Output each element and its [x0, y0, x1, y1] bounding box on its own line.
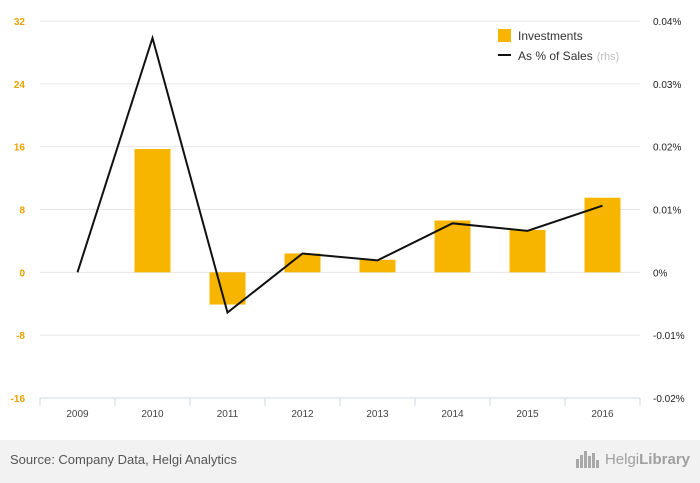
x-tick-label: 2016: [591, 409, 614, 420]
bar-2012: [284, 253, 321, 273]
y-tick-left: 16: [14, 143, 26, 154]
legend-rhs-note: (rhs): [597, 51, 620, 63]
bar-2011: [209, 272, 246, 305]
x-tick-label: 2009: [66, 409, 89, 420]
y-tick-left: 24: [14, 80, 26, 91]
city-skyline-icon: [575, 451, 599, 468]
sales-ratio-line: [76, 34, 603, 315]
bar-2014: [434, 220, 471, 273]
footer: Source: Company Data, Helgi Analytics He…: [0, 440, 700, 483]
y-tick-left: 0: [19, 268, 25, 279]
y-tick-right: -0.02%: [653, 394, 685, 405]
y-tick-left: -16: [11, 394, 26, 405]
legend-sales-ratio: As % of Sales (rhs): [518, 49, 619, 63]
y-tick-right: 0.03%: [653, 80, 681, 91]
brand-logo: HelgiLibrary: [575, 450, 690, 468]
y-tick-right: 0.02%: [653, 143, 681, 154]
brand-name: HelgiLibrary: [605, 451, 690, 468]
legend-sales-ratio-label: As % of Sales: [518, 49, 593, 63]
x-tick-label: 2014: [441, 409, 464, 420]
source-text: Source: Company Data, Helgi Analytics: [10, 452, 237, 467]
chart: 2009 2010 2011 2012 2013 2014 2015 2016 32 24 16 8…: [11, 17, 685, 420]
x-tick-label: 2015: [516, 409, 539, 420]
legend: Investments As % of Sales (rhs): [498, 29, 619, 63]
y-tick-left: 8: [19, 206, 25, 217]
brand-suffix: Library: [639, 450, 690, 468]
legend-investments: Investments: [518, 29, 583, 43]
x-tick-label: 2012: [291, 409, 314, 420]
y-tick-left: -8: [16, 331, 25, 342]
y-tick-right: -0.01%: [653, 331, 685, 342]
y-tick-right: 0.01%: [653, 206, 681, 217]
x-tick-label: 2013: [366, 409, 389, 420]
brand-prefix: Helgi: [604, 450, 640, 468]
bar-2010: [134, 149, 171, 273]
y-tick-right: 0%: [653, 268, 668, 279]
bar-2013: [359, 259, 396, 273]
bar-2015: [509, 229, 546, 273]
x-tick-label: 2010: [141, 409, 164, 420]
y-tick-right: 0.04%: [653, 17, 681, 28]
legend-bar-swatch: [498, 29, 511, 42]
y-tick-left: 32: [14, 17, 26, 28]
x-tick-label: 2011: [217, 409, 239, 420]
